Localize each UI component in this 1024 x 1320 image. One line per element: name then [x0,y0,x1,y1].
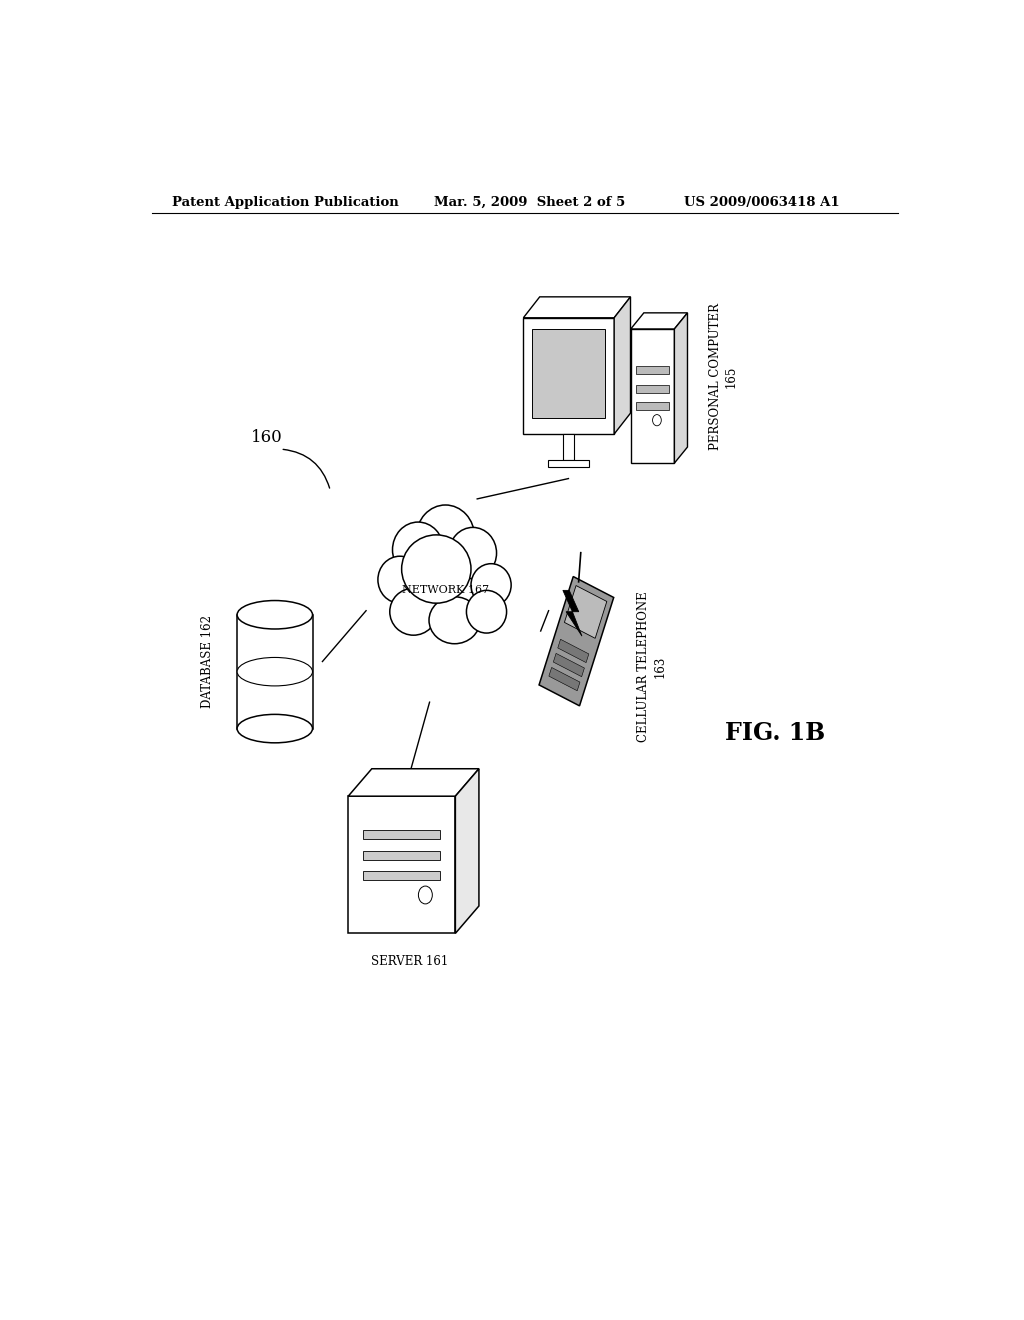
Polygon shape [549,668,580,690]
Polygon shape [631,329,675,463]
Text: Mar. 5, 2009  Sheet 2 of 5: Mar. 5, 2009 Sheet 2 of 5 [433,195,625,209]
Bar [636,384,669,392]
Ellipse shape [238,601,312,630]
Ellipse shape [466,590,507,634]
Ellipse shape [429,597,480,644]
Polygon shape [348,796,456,933]
Polygon shape [553,653,585,677]
Text: US 2009/0063418 A1: US 2009/0063418 A1 [684,195,839,209]
Bar [636,366,669,374]
Ellipse shape [471,564,511,606]
Bar [563,434,574,459]
Bar [364,871,440,880]
Text: 160: 160 [251,429,283,446]
Bar [636,403,669,411]
Ellipse shape [401,535,471,603]
Polygon shape [563,590,582,636]
Text: PERSONAL COMPUTER: PERSONAL COMPUTER [709,304,722,450]
Polygon shape [523,318,614,434]
Text: CELLULAR TELEPHONE: CELLULAR TELEPHONE [637,591,650,742]
Text: 165: 165 [725,366,737,388]
Ellipse shape [238,714,312,743]
Ellipse shape [390,589,437,635]
Ellipse shape [392,523,443,578]
Ellipse shape [450,528,497,578]
Polygon shape [456,768,479,933]
Text: NETWORK 167: NETWORK 167 [401,585,489,595]
Bar [364,830,440,840]
Polygon shape [675,313,687,463]
Text: 163: 163 [654,656,667,677]
Polygon shape [564,586,607,639]
Polygon shape [558,639,589,663]
Bar [238,615,312,729]
Bar [364,850,440,859]
Bar [532,330,605,417]
Polygon shape [348,768,479,796]
Text: FIG. 1B: FIG. 1B [725,721,825,744]
Ellipse shape [416,506,475,569]
Text: SERVER 161: SERVER 161 [371,954,449,968]
Polygon shape [631,313,687,329]
Circle shape [652,414,662,426]
Ellipse shape [378,556,422,603]
Bar [548,459,589,466]
Ellipse shape [238,657,312,686]
Polygon shape [539,577,613,706]
Polygon shape [614,297,631,434]
Circle shape [419,886,432,904]
Polygon shape [523,297,631,318]
Text: DATABASE 162: DATABASE 162 [201,615,214,708]
Text: Patent Application Publication: Patent Application Publication [172,195,398,209]
